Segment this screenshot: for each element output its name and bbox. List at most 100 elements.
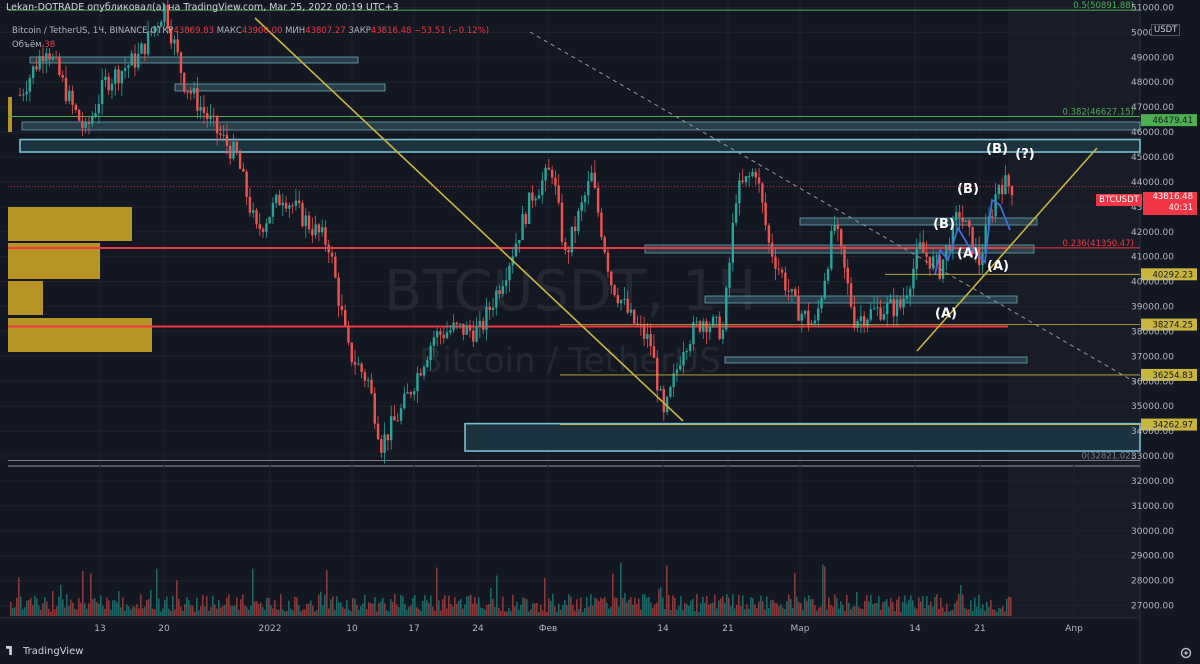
volume-bar — [680, 596, 682, 616]
volume-bar — [734, 608, 736, 616]
candle-body — [462, 323, 465, 335]
fib-level-label: 0(32821.02) — [1081, 451, 1134, 461]
candle-body — [928, 256, 932, 269]
candle-body — [915, 248, 918, 269]
volume-bar — [976, 606, 978, 616]
volume-bar — [316, 610, 318, 616]
volume-bar — [302, 609, 304, 616]
volume-bar — [310, 600, 312, 616]
volume-bar — [152, 608, 154, 616]
volume-bar — [866, 594, 868, 616]
symbol-description[interactable]: Bitcoin / TetherUS, 1Ч, BINANCE — [12, 26, 148, 36]
brand-footer[interactable]: TradingView — [6, 646, 83, 657]
volume-bar — [900, 611, 902, 616]
candle-body — [1004, 175, 1007, 195]
candle-body — [196, 88, 199, 111]
candle-body — [363, 372, 367, 381]
close-value: 43816.48 — [370, 26, 412, 36]
candle-body — [922, 242, 925, 253]
time-tick-label: 21 — [974, 624, 985, 634]
volume-bar — [882, 602, 884, 616]
volume-bar — [748, 608, 750, 616]
volume-bar — [618, 606, 620, 616]
volume-bar — [806, 600, 808, 616]
candle-body — [311, 229, 314, 236]
candle-body — [51, 56, 55, 60]
candle-body — [28, 78, 32, 92]
candle-body — [97, 103, 101, 114]
volume-bar — [78, 598, 80, 616]
price-tick-label: 46000.00 — [1131, 128, 1174, 138]
volume-bar — [232, 605, 234, 616]
candle-body — [373, 393, 376, 424]
time-tick-label: 13 — [94, 624, 105, 634]
volume-bar — [652, 607, 654, 616]
gear-icon[interactable] — [1179, 646, 1193, 660]
volume-bar — [388, 611, 390, 616]
candle-body — [725, 287, 728, 330]
price-tick-label: 33000.00 — [1131, 452, 1174, 462]
candle-body — [662, 389, 666, 413]
candle-body — [738, 180, 741, 204]
volume-bar — [358, 609, 360, 616]
volume-bar — [286, 610, 288, 616]
volume-bar — [936, 594, 938, 616]
volume-bar — [608, 608, 610, 616]
volume-bar — [944, 611, 946, 616]
candle-body — [537, 195, 541, 199]
volume-bar — [60, 584, 62, 616]
candle-body — [603, 237, 606, 253]
volume-bar — [658, 589, 660, 616]
volume-bar — [760, 595, 762, 616]
volume-bar — [840, 601, 842, 616]
price-label-box — [1141, 318, 1197, 331]
volume-bar — [636, 604, 638, 616]
time-tick-label: 17 — [408, 624, 419, 634]
volume-bar — [148, 599, 150, 616]
volume-bar — [386, 610, 388, 616]
candle-body — [541, 180, 544, 196]
candle-body — [557, 185, 560, 203]
volume-bar — [524, 598, 526, 616]
volume-bar — [574, 610, 576, 616]
volume-bar — [702, 596, 704, 616]
volume-profile-bar — [8, 97, 12, 132]
candle-body — [18, 94, 22, 96]
candle-body — [222, 134, 225, 136]
volume-bar — [36, 598, 38, 616]
volume-bar — [426, 600, 428, 616]
candle-body — [123, 68, 127, 72]
volume-bar — [172, 595, 174, 616]
candle-body — [610, 271, 613, 286]
volume-profile — [8, 97, 152, 352]
volume-bar — [662, 597, 664, 616]
volume-bar — [906, 603, 908, 616]
volume-bar — [24, 607, 26, 616]
volume-bar — [808, 595, 810, 616]
volume-bar — [550, 601, 552, 616]
candle-body — [160, 21, 163, 26]
volume-bar — [360, 605, 362, 616]
time-axis[interactable]: 13 20 2022 10 17 24 Фев 14 21 Мар 14 21 Апр — [94, 624, 1083, 634]
price-tick-label: 38000.00 — [1131, 327, 1174, 337]
volume-bar — [522, 597, 524, 616]
candle-body — [386, 434, 390, 441]
candle-body — [337, 277, 340, 306]
volume-bar — [18, 577, 20, 616]
candle-body — [803, 310, 807, 314]
candle-body — [731, 222, 734, 263]
volume-bar — [994, 609, 996, 616]
volume-bar — [538, 611, 540, 616]
candle-body — [547, 167, 551, 170]
candle-body — [429, 345, 432, 361]
volume-bar — [242, 594, 244, 616]
trendline-up — [916, 147, 1098, 352]
volume-bar — [90, 573, 92, 616]
volume-bar — [390, 599, 392, 616]
publisher-header: Lekan-DOTRADE опубликовал(а) на TradingV… — [6, 2, 399, 13]
volume-bar — [924, 608, 926, 616]
currency-button[interactable]: USDT — [1151, 24, 1181, 36]
volume-bar — [756, 607, 758, 616]
volume-bar — [526, 599, 528, 616]
